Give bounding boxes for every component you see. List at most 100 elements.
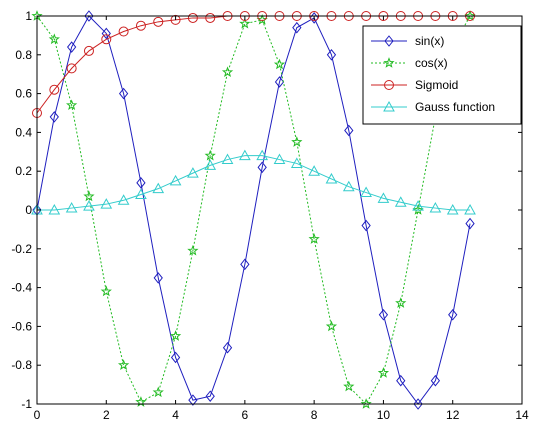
data-point xyxy=(361,219,371,232)
data-point xyxy=(83,45,94,56)
data-point xyxy=(240,258,250,271)
data-point xyxy=(205,12,216,23)
x-tick-label: 0 xyxy=(34,408,41,422)
legend-box xyxy=(362,25,522,125)
data-point xyxy=(153,16,164,27)
data-point xyxy=(170,14,181,25)
data-point xyxy=(326,48,337,61)
y-tick-label: 1 xyxy=(25,9,32,23)
data-point xyxy=(100,198,113,209)
legend-label: cos(x) xyxy=(415,56,448,70)
data-point xyxy=(48,33,60,45)
legend-label: sin(x) xyxy=(415,34,444,48)
legend-entry: Gauss function xyxy=(371,100,495,114)
legend-entry: cos(x) xyxy=(371,56,448,70)
data-point xyxy=(222,341,233,354)
y-tick-label: -0.2 xyxy=(11,242,32,256)
data-point xyxy=(378,308,389,321)
data-point xyxy=(446,203,459,215)
y-tick-label: 0.6 xyxy=(15,87,32,101)
data-point xyxy=(464,10,476,21)
data-point xyxy=(256,13,268,25)
series-line xyxy=(36,15,471,405)
data-point xyxy=(83,190,95,202)
data-point xyxy=(66,99,78,111)
series-layer xyxy=(31,10,476,410)
data-point xyxy=(412,204,424,215)
data-point xyxy=(49,84,60,95)
y-tick-label: -0.4 xyxy=(11,281,32,295)
data-point xyxy=(204,159,217,170)
data-point xyxy=(48,203,61,215)
data-point xyxy=(429,202,442,213)
legend-label: Sigmoid xyxy=(415,78,458,92)
data-point xyxy=(118,26,129,37)
data-point xyxy=(239,149,251,161)
data-point xyxy=(49,111,59,123)
data-point xyxy=(221,66,234,78)
data-point xyxy=(169,330,182,341)
data-point xyxy=(205,390,215,403)
legend-marker xyxy=(383,57,395,68)
x-tick-label: 8 xyxy=(311,408,318,422)
data-point xyxy=(377,192,390,203)
y-tick-label: -0.8 xyxy=(11,358,32,372)
y-tick-label: -0.6 xyxy=(11,319,32,333)
data-point xyxy=(344,124,354,137)
data-point xyxy=(67,41,77,53)
data-point xyxy=(187,12,198,23)
data-point xyxy=(430,374,441,387)
data-point xyxy=(360,398,372,409)
series-line xyxy=(36,15,471,405)
data-point xyxy=(65,202,78,213)
series-1 xyxy=(31,10,476,409)
data-point xyxy=(377,367,390,378)
data-point xyxy=(412,200,424,211)
data-point xyxy=(239,17,251,29)
data-point xyxy=(84,10,94,22)
data-point xyxy=(291,136,303,147)
data-point xyxy=(170,351,181,364)
data-point xyxy=(204,149,216,161)
legend-entry: sin(x) xyxy=(371,34,444,48)
data-point xyxy=(135,20,146,31)
y-tick-label: 0.2 xyxy=(15,164,32,178)
data-point xyxy=(308,233,320,244)
data-point xyxy=(101,27,111,40)
data-point xyxy=(396,374,406,387)
data-point xyxy=(117,194,130,205)
data-point xyxy=(360,186,372,198)
data-point xyxy=(187,167,199,178)
data-point xyxy=(343,380,355,392)
x-tick-label: 12 xyxy=(446,408,460,422)
series-3 xyxy=(31,149,476,215)
data-point xyxy=(153,272,163,284)
y-tick-label: 0.4 xyxy=(15,125,32,139)
data-point xyxy=(101,34,112,45)
y-tick-label: -1 xyxy=(21,397,32,411)
data-point xyxy=(465,217,475,230)
x-tick-label: 10 xyxy=(377,408,391,422)
axes-layer: 0 2 4 6 8 10 12 14 -1 -0.8 -0.6 -0.4 -0.2 0 0.2 0.4 0.6 0… xyxy=(11,9,529,422)
y-tick-label: 0.8 xyxy=(15,48,32,62)
data-point xyxy=(169,174,182,186)
legend-marker xyxy=(384,80,394,90)
data-point xyxy=(118,87,129,100)
data-point xyxy=(135,188,147,199)
data-point xyxy=(152,386,164,398)
data-point xyxy=(464,203,476,215)
legend-marker xyxy=(384,35,394,47)
data-point xyxy=(413,398,423,410)
x-tick-label: 14 xyxy=(515,408,529,422)
data-point xyxy=(221,153,234,165)
data-point xyxy=(187,244,199,256)
data-point xyxy=(292,21,302,34)
data-point xyxy=(256,149,269,161)
data-point xyxy=(325,172,338,184)
data-point xyxy=(117,359,130,370)
data-point xyxy=(448,308,458,321)
data-point xyxy=(342,180,355,192)
legend-label: Gauss function xyxy=(415,100,495,114)
data-point xyxy=(394,196,407,207)
